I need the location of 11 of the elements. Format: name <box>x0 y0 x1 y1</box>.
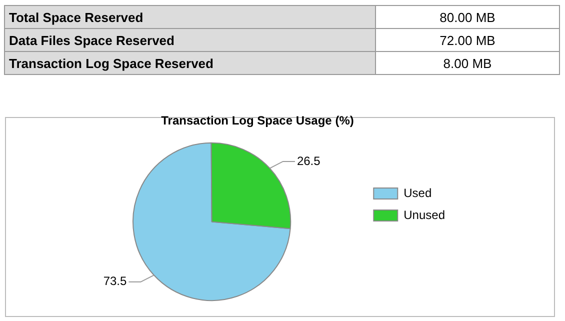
legend-label: Used <box>404 186 432 200</box>
chart-title: Transaction Log Space Usage (%) <box>161 114 354 128</box>
text: 80.00 MB <box>376 6 560 28</box>
text: Data Files Space Reserved <box>4 28 376 52</box>
data-label: 73.5 <box>103 274 127 288</box>
data-label: 26.5 <box>296 154 321 168</box>
legend-label: Unused <box>404 208 446 222</box>
text: 8.00 MB <box>376 52 560 74</box>
text: 72.00 MB <box>376 28 560 52</box>
text: Total Space Reserved <box>4 6 376 28</box>
text: Transaction Log Space Reserved <box>4 52 376 74</box>
